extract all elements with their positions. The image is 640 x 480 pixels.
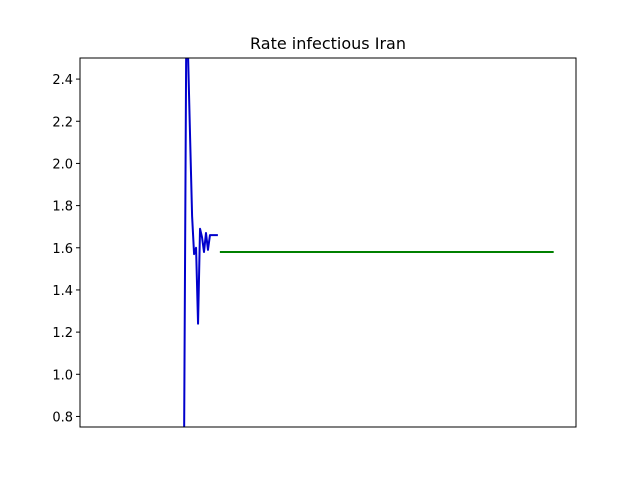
y-tick-label: 0.8 xyxy=(52,410,73,425)
series-line-1 xyxy=(183,58,218,427)
y-tick-label: 2.0 xyxy=(52,157,73,172)
y-tick-label: 1.2 xyxy=(52,326,73,341)
y-tick-label: 2.4 xyxy=(52,73,73,88)
plot-frame xyxy=(79,57,577,428)
y-tick-label: 1.0 xyxy=(52,368,73,383)
y-tick-label: 1.6 xyxy=(52,242,73,257)
chart-title: Rate infectious Iran xyxy=(250,34,406,53)
y-tick-label: 2.2 xyxy=(52,115,73,130)
y-tick-label: 1.8 xyxy=(52,200,73,215)
y-axis: 0.8 1.0 1.2 1.4 1.6 1.8 2.0 2.2 2.4 xyxy=(52,73,80,425)
series-layer xyxy=(183,58,554,427)
y-tick-label: 1.4 xyxy=(52,284,73,299)
